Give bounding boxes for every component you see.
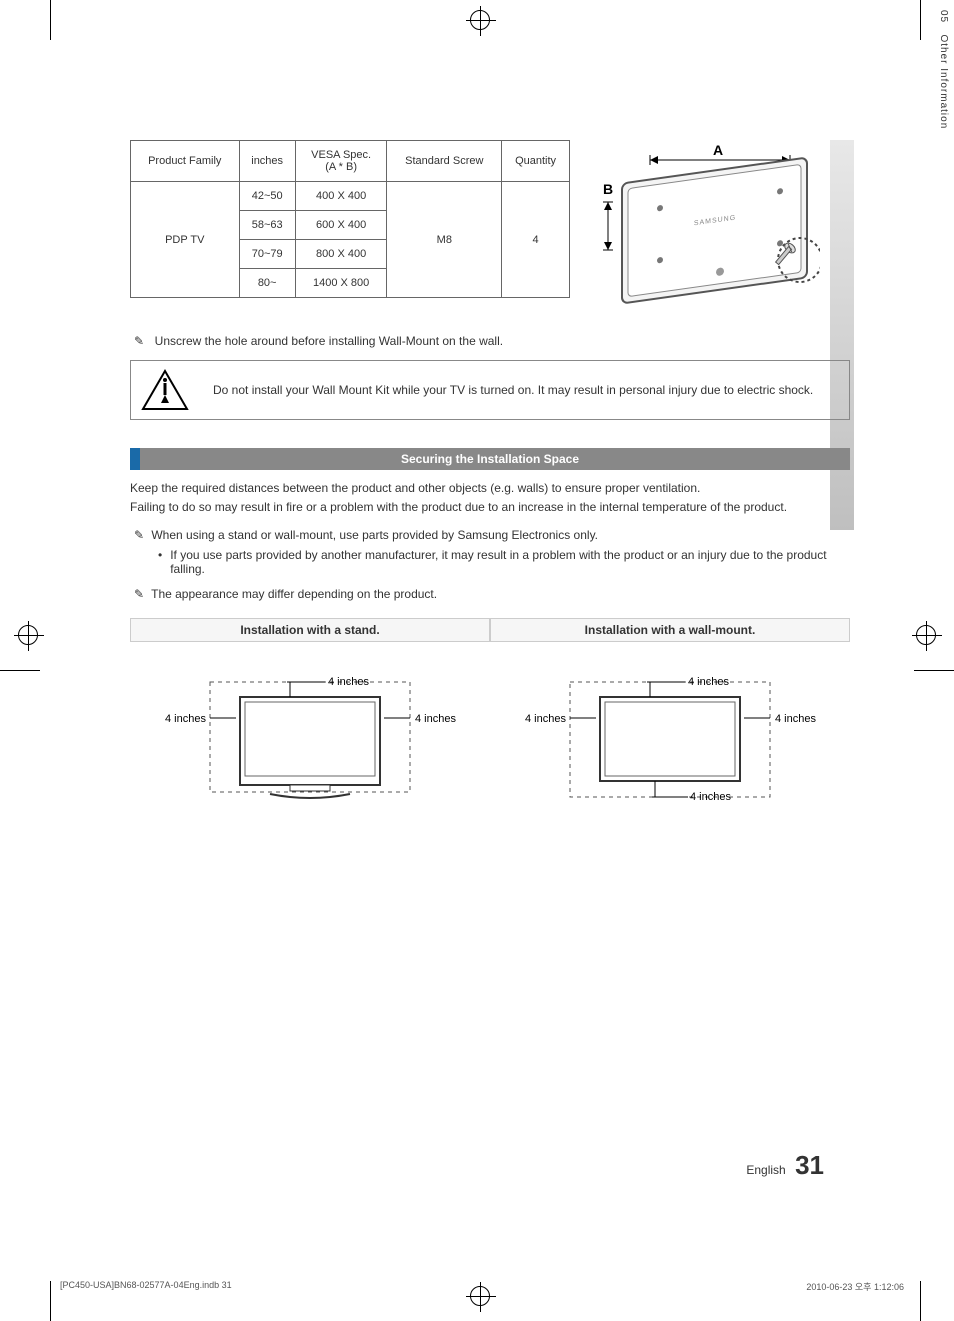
file-timestamp: 2010-06-23 오후 1:12:06 — [806, 1280, 904, 1293]
tv-back-diagram: A SAMSUNG B — [590, 140, 820, 320]
install-wall-title: Installation with a wall-mount. — [490, 618, 850, 642]
svg-text:4 inches: 4 inches — [415, 713, 456, 725]
diagram-label-a: A — [713, 142, 723, 158]
note-icon: ✎ — [130, 334, 148, 348]
note-text: When using a stand or wall-mount, use pa… — [151, 528, 598, 542]
table-cell: 800 X 400 — [295, 240, 387, 269]
table-cell-screw: M8 — [387, 182, 502, 298]
page-content: Product Family inches VESA Spec. (A * B)… — [130, 140, 850, 812]
page-footer: English 31 — [746, 1150, 824, 1181]
diagram-label-b: B — [603, 181, 613, 197]
crop-mark — [0, 670, 40, 671]
file-path: [PC450-USA]BN68-02577A-04Eng.indb 31 — [60, 1280, 232, 1293]
svg-text:4 inches: 4 inches — [775, 713, 816, 725]
note-unscrew: ✎ Unscrew the hole around before install… — [130, 334, 850, 348]
install-wall-figure: 4 inches 4 inches 4 inches 4 inches — [490, 642, 850, 812]
table-header: Quantity — [502, 141, 570, 182]
table-header: Standard Screw — [387, 141, 502, 182]
table-header: inches — [239, 141, 295, 182]
crop-mark — [920, 0, 921, 40]
table-cell: 1400 X 800 — [295, 269, 387, 298]
footer-lang: English — [746, 1163, 785, 1177]
table-cell: 400 X 400 — [295, 182, 387, 211]
table-cell: 80~ — [239, 269, 295, 298]
bullet-item: • If you use parts provided by another m… — [158, 548, 850, 576]
table-cell: 58~63 — [239, 211, 295, 240]
note-text: The appearance may differ depending on t… — [151, 587, 437, 601]
bullet-marker: • — [158, 548, 162, 576]
table-header: VESA Spec. (A * B) — [295, 141, 387, 182]
registration-mark-icon — [18, 625, 38, 645]
crop-mark — [914, 670, 954, 671]
crop-mark — [50, 1281, 51, 1321]
note-parts: ✎ When using a stand or wall-mount, use … — [130, 527, 850, 544]
warning-box: Do not install your Wall Mount Kit while… — [130, 360, 850, 420]
bullet-text: If you use parts provided by another man… — [170, 548, 850, 576]
note-text: Unscrew the hole around before installin… — [155, 334, 503, 348]
install-stand-title: Installation with a stand. — [130, 618, 490, 642]
registration-mark-icon — [916, 625, 936, 645]
registration-mark-icon — [470, 10, 490, 30]
table-cell-qty: 4 — [502, 182, 570, 298]
body-paragraph: Keep the required distances between the … — [130, 480, 850, 497]
page-number: 31 — [795, 1150, 824, 1180]
svg-text:4 inches: 4 inches — [525, 713, 566, 725]
install-stand-figure: 4 inches 4 inches 4 inches — [130, 642, 490, 812]
file-footer: [PC450-USA]BN68-02577A-04Eng.indb 31 201… — [60, 1280, 904, 1293]
installation-figures: Installation with a stand. 4 inches 4 in… — [130, 618, 850, 812]
svg-text:4 inches: 4 inches — [688, 676, 729, 688]
side-tab-section-title: Other Information — [938, 34, 949, 129]
note-appearance: ✎ The appearance may differ depending on… — [130, 586, 850, 603]
side-tab-label: 05 Other Information — [935, 10, 949, 129]
table-cell: 70~79 — [239, 240, 295, 269]
body-paragraph: Failing to do so may result in fire or a… — [130, 499, 850, 516]
svg-text:4 inches: 4 inches — [328, 676, 369, 688]
section-heading: Securing the Installation Space — [130, 448, 850, 470]
side-tab-section-no: 05 — [938, 10, 949, 23]
svg-text:4 inches: 4 inches — [165, 713, 206, 725]
section-title: Securing the Installation Space — [401, 452, 579, 466]
warning-icon — [141, 369, 189, 411]
svg-text:4 inches: 4 inches — [690, 791, 731, 803]
warning-text: Do not install your Wall Mount Kit while… — [213, 382, 813, 399]
crop-mark — [920, 1281, 921, 1321]
note-icon: ✎ — [130, 527, 148, 544]
table-cell: 42~50 — [239, 182, 295, 211]
table-header: Product Family — [131, 141, 240, 182]
table-cell-family: PDP TV — [131, 182, 240, 298]
vesa-spec-table: Product Family inches VESA Spec. (A * B)… — [130, 140, 570, 298]
note-icon: ✎ — [130, 586, 148, 603]
crop-mark — [50, 0, 51, 40]
table-cell: 600 X 400 — [295, 211, 387, 240]
